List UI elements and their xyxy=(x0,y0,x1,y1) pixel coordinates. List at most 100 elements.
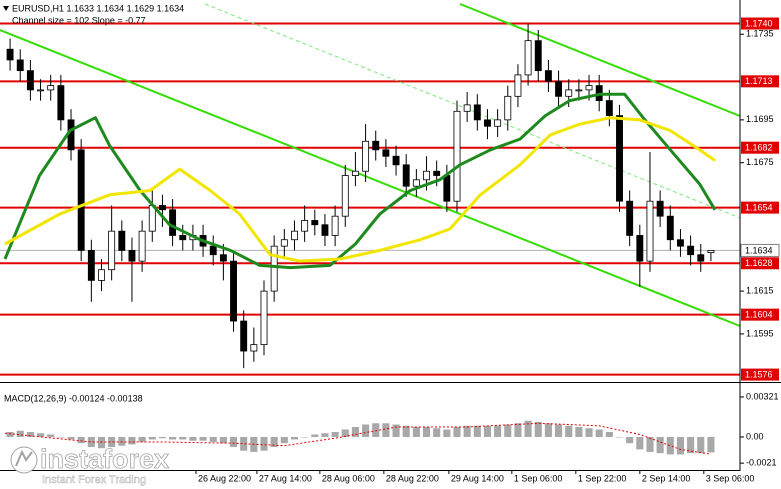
candle-body xyxy=(585,85,593,91)
macd-bar xyxy=(626,436,634,444)
macd-bar xyxy=(219,436,227,444)
macd-bar xyxy=(47,434,55,437)
level-label: 1.1604 xyxy=(745,310,773,320)
candle-body xyxy=(616,115,623,202)
candle-body xyxy=(484,119,491,127)
macd-bar xyxy=(240,436,248,451)
macd-bar xyxy=(209,436,217,442)
macd-bar xyxy=(290,436,299,440)
candle-body xyxy=(128,250,136,262)
macd-bar xyxy=(189,436,197,441)
macd-bar xyxy=(707,436,715,453)
macd-bar xyxy=(575,427,583,437)
level-label: 1.1682 xyxy=(745,143,773,153)
macd-bar xyxy=(687,436,695,454)
candle-body xyxy=(423,170,430,181)
y-tick-label: 1.1695 xyxy=(746,114,774,124)
candle-body xyxy=(57,85,65,121)
level-label-box xyxy=(741,141,779,154)
y-tick-label: 1.1595 xyxy=(746,328,774,338)
candle-body xyxy=(209,245,217,256)
macd-bar xyxy=(605,431,613,437)
macd-bar xyxy=(636,436,644,450)
candle-body xyxy=(605,100,613,116)
macd-bar xyxy=(87,436,95,447)
candle-body xyxy=(392,155,400,166)
candle-body xyxy=(443,175,451,202)
macd-bar xyxy=(280,436,288,444)
macd-bar xyxy=(514,423,522,437)
macd-bar xyxy=(422,427,431,437)
candle-body xyxy=(382,149,390,157)
macd-bar xyxy=(67,436,75,440)
macd-bar xyxy=(36,433,45,437)
macd-bar xyxy=(483,425,492,437)
macd-bar xyxy=(534,422,542,437)
level-label-box xyxy=(741,201,779,214)
x-tick-label: 2 Sep 14:00 xyxy=(642,473,691,483)
macd-bar xyxy=(199,436,207,441)
macd-bar xyxy=(646,436,654,452)
macd-bar xyxy=(615,436,624,438)
candle-body xyxy=(524,40,532,76)
level-label-box xyxy=(741,308,779,321)
x-tick-label: 1 Sep 22:00 xyxy=(578,473,627,483)
level-label-box xyxy=(741,75,779,88)
x-tick-label: 29 Aug 14:00 xyxy=(451,473,504,483)
candle-body xyxy=(6,48,14,61)
macd-bar xyxy=(412,427,420,437)
x-tick-label: 28 Aug 06:00 xyxy=(322,473,375,483)
watermark-icon xyxy=(10,446,38,474)
macd-bar xyxy=(697,436,705,454)
level-label: 1.1740 xyxy=(745,18,773,28)
last-price-label: 1.1634 xyxy=(745,245,773,255)
candle-body xyxy=(677,239,684,247)
candle-body xyxy=(26,70,34,91)
macd-bar xyxy=(585,428,593,437)
candle-body xyxy=(555,80,563,97)
candle-body xyxy=(260,290,268,346)
level-label: 1.1654 xyxy=(745,202,773,212)
level-label-box xyxy=(741,257,779,270)
level-label-box xyxy=(741,17,779,30)
macd-bar xyxy=(504,424,512,437)
macd-bar xyxy=(666,436,674,455)
macd-bar xyxy=(341,429,349,437)
macd-bar xyxy=(392,424,400,437)
macd-bar xyxy=(311,434,319,437)
watermark-brand: instaforex xyxy=(40,444,169,474)
macd-bar xyxy=(433,428,441,437)
candle-body xyxy=(362,140,370,172)
level-label: 1.1576 xyxy=(745,369,773,379)
y-tick-label: 1.1615 xyxy=(746,285,774,295)
level-label: 1.1713 xyxy=(745,76,773,86)
candle-body xyxy=(402,164,410,187)
macd-bar xyxy=(463,425,471,437)
channel-line xyxy=(0,29,741,327)
grid-layer xyxy=(0,22,740,376)
candle-body xyxy=(301,220,309,232)
macd-bar xyxy=(6,431,14,437)
macd-bar xyxy=(179,436,187,440)
macd-bar xyxy=(270,436,278,447)
macd-bar xyxy=(524,420,532,437)
macd-y-tick-label: -0.0021 xyxy=(746,458,777,468)
channel-midline xyxy=(204,3,741,219)
macd-bar xyxy=(57,436,65,438)
macd-bar xyxy=(16,430,24,437)
candle-body xyxy=(118,230,126,251)
y-tick-label: 1.1735 xyxy=(746,29,774,39)
macd-bar xyxy=(555,424,563,437)
macd-bar xyxy=(108,436,116,447)
candle-body xyxy=(219,254,227,262)
candle-body xyxy=(331,215,339,236)
candle-body xyxy=(463,104,471,112)
macd-bar xyxy=(138,436,146,442)
macd-bar xyxy=(544,423,552,437)
candle-body xyxy=(230,260,237,322)
macd-bar xyxy=(260,436,268,451)
watermark: instaforex Instant Forex Trading xyxy=(10,444,169,486)
macd-bar xyxy=(656,436,664,454)
candle-body xyxy=(646,200,654,262)
